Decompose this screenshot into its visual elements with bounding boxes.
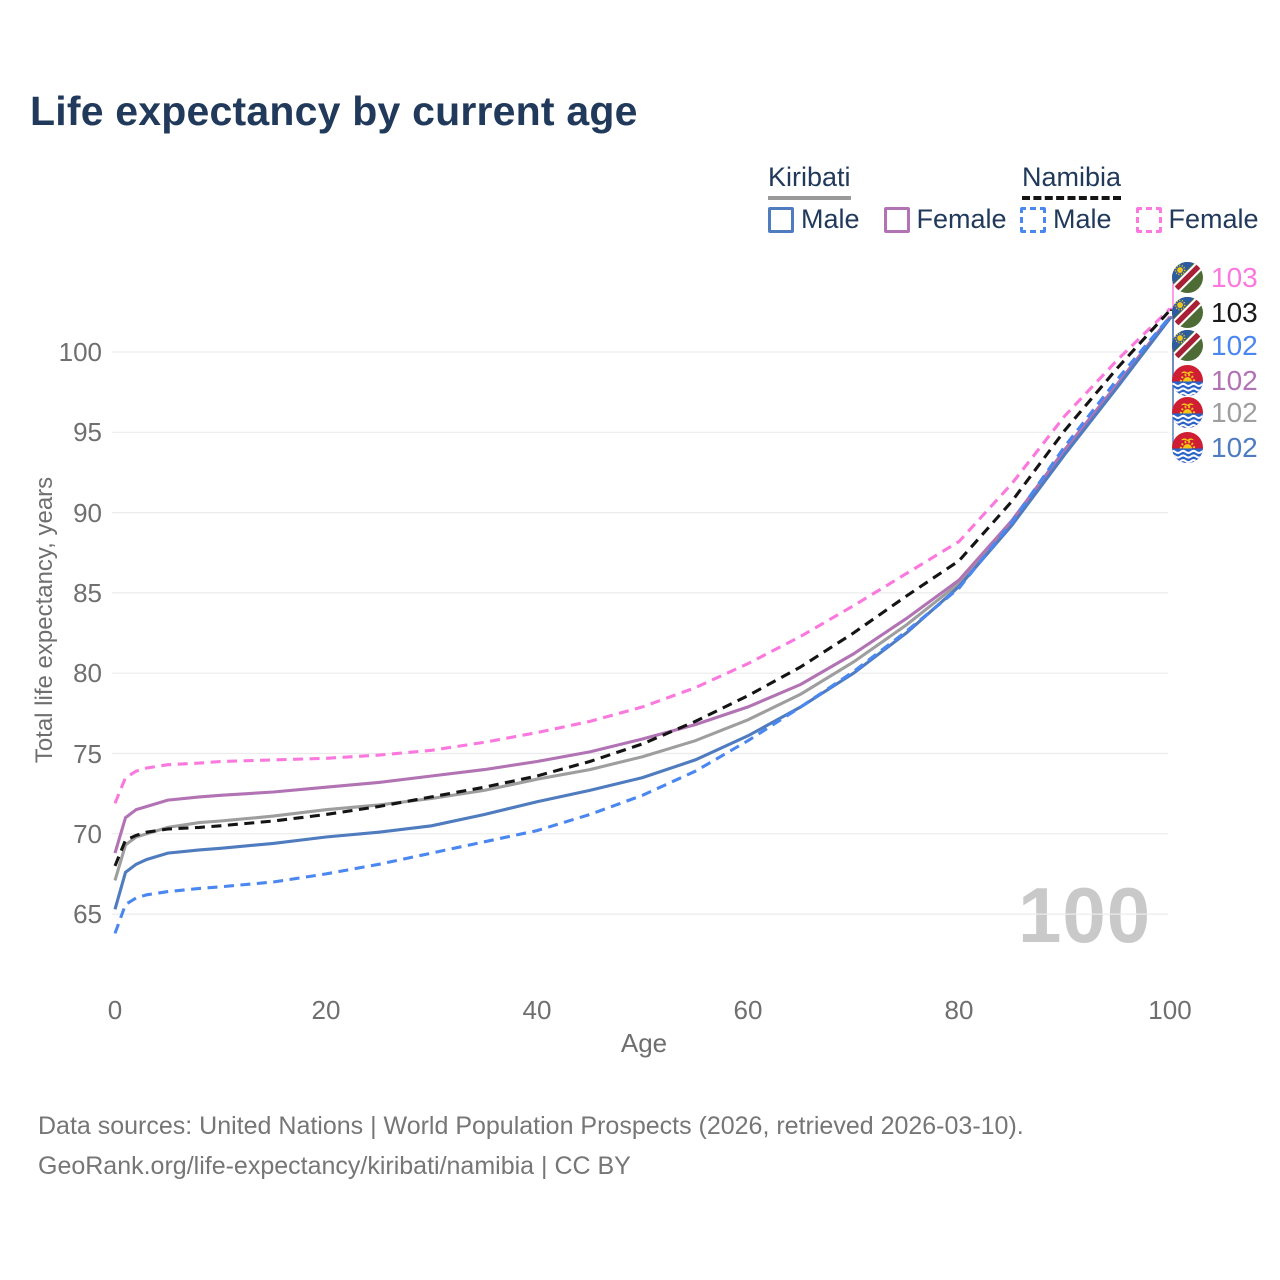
x-tick-label-0: 0 <box>107 995 123 1025</box>
kiribati-flag-icon <box>1172 397 1203 428</box>
y-tick-label-90: 90 <box>73 497 102 528</box>
end-label-value: 103 <box>1211 261 1258 293</box>
kiribati-female-swatch-icon <box>883 206 910 233</box>
x-tick-label-20: 20 <box>311 995 341 1025</box>
series-line-kiribati_total <box>113 317 1172 881</box>
kiribati-male-swatch-icon <box>768 206 794 233</box>
namibia-flag-icon <box>1172 262 1203 293</box>
y-tick-label-70: 70 <box>73 818 102 849</box>
end-label-value: 102 <box>1211 329 1258 361</box>
series-end-label-namibia_total: 103 <box>1172 296 1258 328</box>
footer-data-sources: Data sources: United Nations | World Pop… <box>38 1112 1024 1140</box>
end-label-value: 102 <box>1211 431 1258 463</box>
kiribati-flag-icon <box>1172 365 1203 396</box>
y-tick-label-75: 75 <box>73 738 102 769</box>
series-line-kiribati_female <box>113 315 1172 854</box>
x-tick-label-60: 60 <box>733 995 763 1025</box>
end-label-value: 102 <box>1211 364 1258 396</box>
y-tick-label-95: 95 <box>73 417 102 448</box>
legend-items-kiribati: Male Female <box>768 204 1007 235</box>
legend-label: Female <box>916 204 1007 234</box>
series-line-namibia_male <box>113 315 1172 934</box>
x-axis-title: Age <box>620 1028 668 1058</box>
end-label-value: 103 <box>1211 296 1258 328</box>
y-tick-label-65: 65 <box>73 899 102 930</box>
kiribati-flag-icon <box>1172 432 1203 463</box>
series-line-namibia_total <box>113 309 1172 867</box>
series-end-label-namibia_female: 103 <box>1172 261 1258 293</box>
x-tick-label-100: 100 <box>1148 995 1192 1025</box>
legend-items-namibia: Male Female <box>1020 204 1259 235</box>
series-line-kiribati_male <box>113 317 1172 910</box>
watermark-age-indicator: 100 <box>1018 871 1152 959</box>
legend-group-kiribati: Kiribati <box>768 162 851 200</box>
legend-item-namibia-female[interactable]: Female <box>1135 204 1259 235</box>
legend-label: Male <box>801 204 860 234</box>
series-end-label-namibia_male: 102 <box>1172 329 1258 361</box>
footer: Data sources: United Nations | World Pop… <box>38 1106 1024 1186</box>
series-line-namibia_female <box>113 307 1172 804</box>
namibia-flag-icon <box>1172 297 1203 328</box>
namibia-male-swatch-icon <box>1020 206 1046 233</box>
series-end-label-kiribati_male: 102 <box>1172 431 1258 463</box>
footer-url: GeoRank.org/life-expectancy/kiribati/nam… <box>38 1152 631 1180</box>
legend-label: Male <box>1053 204 1112 234</box>
page-title: Life expectancy by current age <box>30 88 638 134</box>
x-tick-label-80: 80 <box>944 995 974 1025</box>
legend-item-kiribati-female[interactable]: Female <box>883 204 1007 235</box>
legend-label: Female <box>1168 204 1259 234</box>
end-label-value: 102 <box>1211 396 1258 428</box>
x-tick-label-40: 40 <box>522 995 552 1025</box>
y-tick-label-85: 85 <box>73 577 102 608</box>
namibia-flag-icon <box>1172 330 1203 361</box>
y-tick-label-80: 80 <box>73 658 102 689</box>
legend-item-kiribati-male[interactable]: Male <box>768 204 860 235</box>
legend-group-namibia: Namibia <box>1022 162 1122 200</box>
series-end-label-kiribati_total: 102 <box>1172 396 1258 428</box>
legend-item-namibia-male[interactable]: Male <box>1020 204 1112 235</box>
y-tick-label-100: 100 <box>58 337 102 367</box>
namibia-female-swatch-icon <box>1135 206 1162 233</box>
series-end-label-kiribati_female: 102 <box>1172 364 1258 396</box>
